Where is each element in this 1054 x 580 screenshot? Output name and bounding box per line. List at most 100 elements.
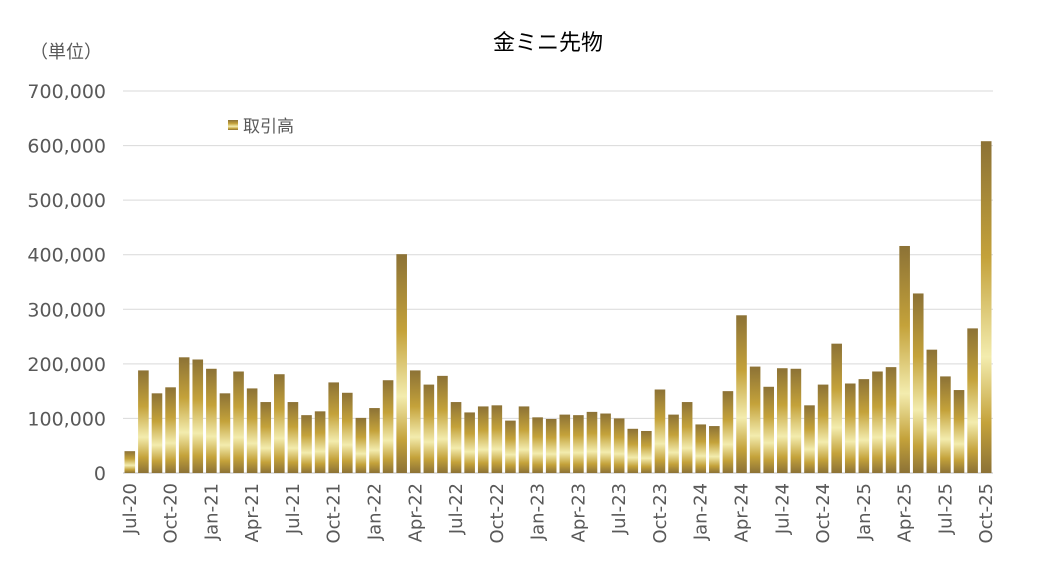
x-tick-label: Jul-25 bbox=[935, 483, 956, 535]
bar bbox=[709, 426, 720, 473]
bar bbox=[940, 376, 951, 473]
bar bbox=[287, 402, 299, 473]
x-tick-label: Oct-23 bbox=[650, 483, 671, 544]
x-tick-label: Jan-22 bbox=[364, 483, 385, 541]
bar bbox=[382, 380, 394, 473]
bar bbox=[369, 408, 380, 473]
x-tick-label: Jul-23 bbox=[609, 483, 630, 535]
x-axis-ticks: Jul-20 Oct-20 Jan-21 Apr-21 Jul-21 Oct-21 Jan-… bbox=[120, 483, 997, 544]
bar bbox=[899, 245, 910, 473]
bar bbox=[722, 391, 734, 473]
bar bbox=[573, 415, 584, 473]
bar bbox=[532, 417, 543, 473]
bar bbox=[668, 414, 679, 473]
bar bbox=[613, 418, 625, 473]
x-tick-label: Oct-24 bbox=[813, 483, 834, 544]
y-tick-label: 0 bbox=[94, 463, 106, 485]
x-tick-label: Jul-24 bbox=[772, 483, 793, 535]
y-tick-label: 100,000 bbox=[27, 408, 106, 430]
x-tick-label: Oct-21 bbox=[324, 483, 345, 544]
bar bbox=[654, 389, 666, 473]
x-tick-label: Apr-21 bbox=[242, 483, 263, 542]
bar bbox=[491, 405, 503, 473]
x-tick-label: Jul-21 bbox=[283, 483, 304, 535]
bar bbox=[559, 414, 571, 473]
bar bbox=[355, 417, 367, 473]
gridlines bbox=[123, 90, 993, 474]
bar bbox=[804, 405, 815, 473]
chart-title: 金ミニ先物 bbox=[493, 31, 603, 56]
bar bbox=[464, 412, 475, 473]
bar bbox=[586, 411, 598, 473]
bar bbox=[477, 406, 489, 473]
x-tick-label: Jan-25 bbox=[854, 483, 875, 541]
x-tick-label: Jan-24 bbox=[691, 483, 712, 541]
bar bbox=[885, 367, 897, 473]
bar bbox=[274, 374, 285, 473]
bar bbox=[178, 357, 190, 473]
bar bbox=[967, 328, 978, 473]
x-tick-label: Oct-20 bbox=[161, 483, 182, 544]
bar bbox=[246, 388, 258, 473]
bar bbox=[980, 141, 992, 473]
x-tick-label: Oct-25 bbox=[976, 483, 997, 544]
y-tick-label: 300,000 bbox=[27, 299, 106, 321]
bar bbox=[844, 383, 856, 473]
bar bbox=[505, 420, 516, 473]
bars bbox=[124, 141, 992, 473]
bar bbox=[260, 402, 272, 473]
bar bbox=[872, 371, 883, 473]
bar bbox=[450, 402, 462, 473]
unit-label: （単位） bbox=[30, 42, 102, 63]
x-tick-label: Jan-23 bbox=[528, 483, 549, 541]
bar bbox=[219, 393, 231, 473]
bar bbox=[314, 411, 326, 473]
bar bbox=[695, 424, 707, 473]
x-tick-label: Jan-21 bbox=[201, 483, 222, 541]
bar bbox=[736, 315, 747, 473]
bar bbox=[545, 418, 557, 473]
bar bbox=[138, 370, 149, 473]
bar bbox=[749, 366, 761, 473]
y-tick-label: 400,000 bbox=[27, 245, 106, 267]
bar bbox=[641, 430, 652, 473]
bar bbox=[600, 413, 611, 473]
bar bbox=[763, 386, 775, 473]
x-tick-label: Apr-22 bbox=[405, 483, 426, 542]
legend: 取引高 bbox=[228, 117, 294, 137]
bar bbox=[409, 370, 421, 473]
bar bbox=[124, 451, 136, 473]
legend-label: 取引高 bbox=[243, 117, 294, 137]
x-tick-label: Oct-22 bbox=[487, 483, 508, 544]
bar bbox=[681, 402, 693, 473]
bar bbox=[518, 406, 530, 473]
bar bbox=[341, 392, 353, 473]
x-tick-label: Apr-24 bbox=[732, 483, 753, 542]
bar bbox=[627, 428, 639, 473]
bar bbox=[912, 293, 924, 473]
y-tick-label: 200,000 bbox=[27, 354, 106, 376]
y-axis-ticks: 0 100,000 200,000 300,000 400,000 500,000 600,… bbox=[27, 81, 106, 485]
bar bbox=[926, 349, 938, 473]
bar bbox=[206, 368, 217, 473]
bar bbox=[151, 393, 163, 473]
y-tick-label: 500,000 bbox=[27, 190, 106, 212]
bar bbox=[192, 359, 204, 473]
bar bbox=[396, 254, 407, 473]
bar bbox=[301, 415, 312, 473]
bar bbox=[858, 379, 870, 473]
y-tick-label: 600,000 bbox=[27, 136, 106, 158]
legend-swatch bbox=[228, 120, 238, 130]
x-tick-label: Jul-22 bbox=[446, 483, 467, 535]
bar bbox=[165, 387, 176, 473]
x-tick-label: Jul-20 bbox=[120, 483, 141, 535]
bar bbox=[776, 368, 788, 473]
y-tick-label: 700,000 bbox=[27, 81, 106, 103]
bar bbox=[233, 371, 244, 473]
bar bbox=[953, 390, 965, 473]
bar bbox=[817, 384, 829, 473]
bar bbox=[423, 384, 435, 473]
bar bbox=[437, 375, 448, 473]
